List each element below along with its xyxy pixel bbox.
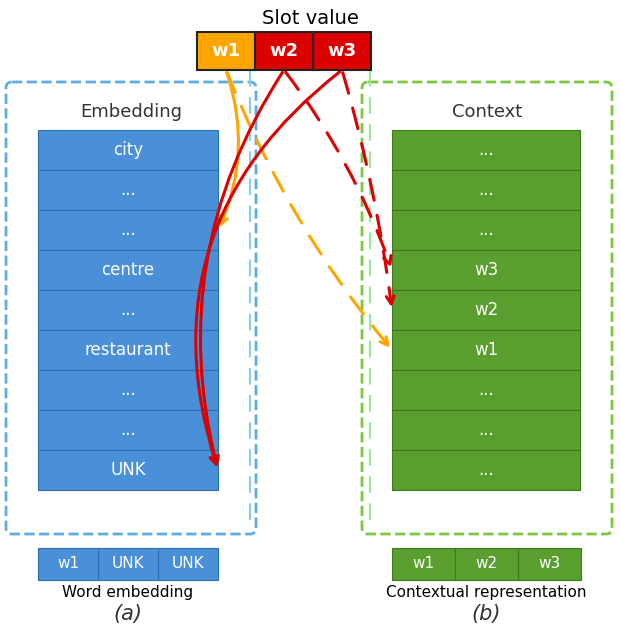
Text: UNK: UNK	[172, 556, 205, 571]
Text: w2: w2	[474, 301, 498, 319]
FancyBboxPatch shape	[392, 330, 580, 370]
Text: ...: ...	[478, 461, 494, 479]
Text: ...: ...	[478, 381, 494, 399]
FancyBboxPatch shape	[392, 370, 580, 410]
FancyBboxPatch shape	[38, 170, 218, 210]
FancyBboxPatch shape	[38, 450, 218, 490]
FancyBboxPatch shape	[38, 548, 98, 580]
Text: w3: w3	[538, 556, 560, 571]
FancyBboxPatch shape	[392, 450, 580, 490]
FancyBboxPatch shape	[392, 290, 580, 330]
Text: ...: ...	[478, 181, 494, 199]
Text: ...: ...	[478, 421, 494, 439]
FancyBboxPatch shape	[38, 210, 218, 250]
Text: ...: ...	[120, 181, 136, 199]
Text: w1: w1	[211, 42, 241, 60]
FancyBboxPatch shape	[38, 130, 218, 170]
Text: w1: w1	[412, 556, 435, 571]
Text: ...: ...	[478, 141, 494, 159]
FancyBboxPatch shape	[392, 410, 580, 450]
Text: w3: w3	[474, 261, 498, 279]
Text: Embedding: Embedding	[80, 103, 182, 121]
FancyBboxPatch shape	[392, 250, 580, 290]
Text: Word embedding: Word embedding	[63, 585, 193, 600]
Text: w2: w2	[476, 556, 498, 571]
FancyBboxPatch shape	[518, 548, 581, 580]
Text: centre: centre	[102, 261, 154, 279]
Text: restaurant: restaurant	[85, 341, 171, 359]
FancyBboxPatch shape	[392, 548, 455, 580]
Text: ...: ...	[120, 421, 136, 439]
FancyBboxPatch shape	[158, 548, 218, 580]
FancyBboxPatch shape	[455, 548, 518, 580]
Text: w2: w2	[270, 42, 299, 60]
FancyBboxPatch shape	[98, 548, 158, 580]
FancyBboxPatch shape	[392, 170, 580, 210]
Text: (a): (a)	[113, 604, 143, 624]
FancyBboxPatch shape	[38, 290, 218, 330]
FancyBboxPatch shape	[392, 130, 580, 170]
Text: w1: w1	[57, 556, 79, 571]
FancyBboxPatch shape	[38, 370, 218, 410]
Text: ...: ...	[120, 221, 136, 239]
FancyBboxPatch shape	[197, 32, 255, 70]
Text: ...: ...	[120, 381, 136, 399]
Text: ...: ...	[120, 301, 136, 319]
Text: Context: Context	[452, 103, 522, 121]
Text: city: city	[113, 141, 143, 159]
FancyBboxPatch shape	[38, 410, 218, 450]
Text: UNK: UNK	[110, 461, 146, 479]
FancyBboxPatch shape	[38, 330, 218, 370]
FancyBboxPatch shape	[38, 250, 218, 290]
Text: (b): (b)	[471, 604, 501, 624]
FancyBboxPatch shape	[313, 32, 371, 70]
FancyBboxPatch shape	[392, 210, 580, 250]
Text: w1: w1	[474, 341, 498, 359]
Text: w3: w3	[327, 42, 356, 60]
Text: Contextual representation: Contextual representation	[386, 585, 587, 600]
Text: UNK: UNK	[112, 556, 144, 571]
FancyBboxPatch shape	[255, 32, 313, 70]
Text: ...: ...	[478, 221, 494, 239]
Text: Slot value: Slot value	[262, 9, 358, 28]
